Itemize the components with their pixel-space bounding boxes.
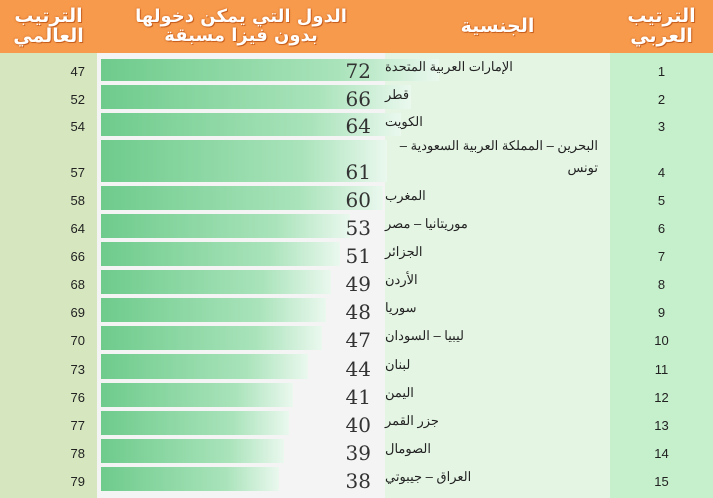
arab-rank-value: 9 <box>657 305 666 320</box>
nationality-label: ليبيا – السودان <box>385 328 464 343</box>
visa-free-value: 47 <box>345 328 371 352</box>
visa-free-value: 49 <box>345 272 371 296</box>
arab-rank-value: 12 <box>654 390 669 405</box>
bar <box>101 270 331 294</box>
arab-rank-value: 4 <box>657 165 666 180</box>
arab-rank-value: 14 <box>654 446 669 461</box>
nationality-label: الإمارات العربية المتحدة <box>385 59 513 74</box>
world-rank-value: 77 <box>70 418 85 433</box>
world-rank-value: 54 <box>70 119 85 134</box>
bar <box>101 326 322 350</box>
bar <box>101 140 387 182</box>
nationality-label: الكويت <box>385 114 423 129</box>
visa-free-value: 60 <box>345 188 371 212</box>
nationality-label: قطر <box>385 87 410 102</box>
visa-free-value: 53 <box>345 216 371 240</box>
world-rank-column-bg <box>0 53 97 498</box>
world-rank-value: 78 <box>70 446 85 461</box>
nationality-label: البحرين – المملكة العربية السعودية – تون… <box>399 138 598 175</box>
world-rank-value: 64 <box>70 221 85 236</box>
world-rank-value: 76 <box>70 390 85 405</box>
bar <box>101 186 383 210</box>
bar <box>101 85 411 109</box>
arab-rank-value: 5 <box>657 193 666 208</box>
arab-rank-value: 2 <box>657 92 666 107</box>
arab-rank-value: 15 <box>654 474 669 489</box>
nationality-label: موريتانيا – مصر <box>385 216 468 231</box>
visa-free-value: 72 <box>345 59 371 83</box>
visa-free-value: 41 <box>345 385 371 409</box>
nationality-column-bg <box>385 53 610 498</box>
header-visa-free-count: الدول التي يمكن دخولها بدون فيزا مسبقة <box>97 0 385 53</box>
world-rank-value: 57 <box>70 165 85 180</box>
arab-rank-value: 7 <box>657 249 666 264</box>
bar <box>101 467 279 491</box>
bar <box>101 242 340 266</box>
world-rank-value: 58 <box>70 193 85 208</box>
nationality-label: لبنان <box>385 357 411 372</box>
header-nationality: الجنسية <box>385 0 610 53</box>
nationality-label: جزر القمر <box>385 413 439 428</box>
nationality-label: سوريا <box>385 300 417 315</box>
visa-free-value: 64 <box>345 114 371 138</box>
visa-free-value: 66 <box>345 87 371 111</box>
arab-rank-value: 1 <box>657 64 666 79</box>
arab-rank-value: 13 <box>654 418 669 433</box>
header-arab-rank: الترتيب العربي <box>610 0 713 53</box>
arab-rank-value: 8 <box>657 277 666 292</box>
nationality-label: المغرب <box>385 188 426 203</box>
world-rank-value: 52 <box>70 92 85 107</box>
arab-rank-column-bg <box>610 53 713 498</box>
visa-free-value: 39 <box>345 441 371 465</box>
world-rank-value: 73 <box>70 362 85 377</box>
nationality-label: العراق – جيبوتي <box>385 469 472 484</box>
bar <box>101 113 401 136</box>
visa-free-value: 44 <box>345 357 371 381</box>
header-world-rank: الترتيب العالمي <box>0 0 97 53</box>
bar <box>101 59 439 81</box>
world-rank-value: 69 <box>70 305 85 320</box>
visa-free-value: 51 <box>345 244 371 268</box>
bar <box>101 298 326 322</box>
world-rank-value: 47 <box>70 64 85 79</box>
visa-free-value: 61 <box>345 160 371 184</box>
visa-free-value: 38 <box>345 469 371 493</box>
nationality-label: الجزائر <box>385 244 423 259</box>
arab-rank-value: 6 <box>657 221 666 236</box>
world-rank-value: 68 <box>70 277 85 292</box>
nationality-label: اليمن <box>385 385 414 400</box>
visa-free-value: 40 <box>345 413 371 437</box>
arab-rank-value: 11 <box>654 362 669 377</box>
world-rank-value: 70 <box>70 333 85 348</box>
nationality-label: الأردن <box>385 272 418 287</box>
bar <box>101 411 289 435</box>
bar <box>101 439 284 463</box>
arab-rank-value: 10 <box>654 333 669 348</box>
bar <box>101 214 350 238</box>
visa-free-value: 48 <box>345 300 371 324</box>
world-rank-value: 79 <box>70 474 85 489</box>
bar <box>101 354 308 379</box>
bar <box>101 383 293 407</box>
nationality-label: الصومال <box>385 441 431 456</box>
arab-rank-value: 3 <box>657 119 666 134</box>
world-rank-value: 66 <box>70 249 85 264</box>
